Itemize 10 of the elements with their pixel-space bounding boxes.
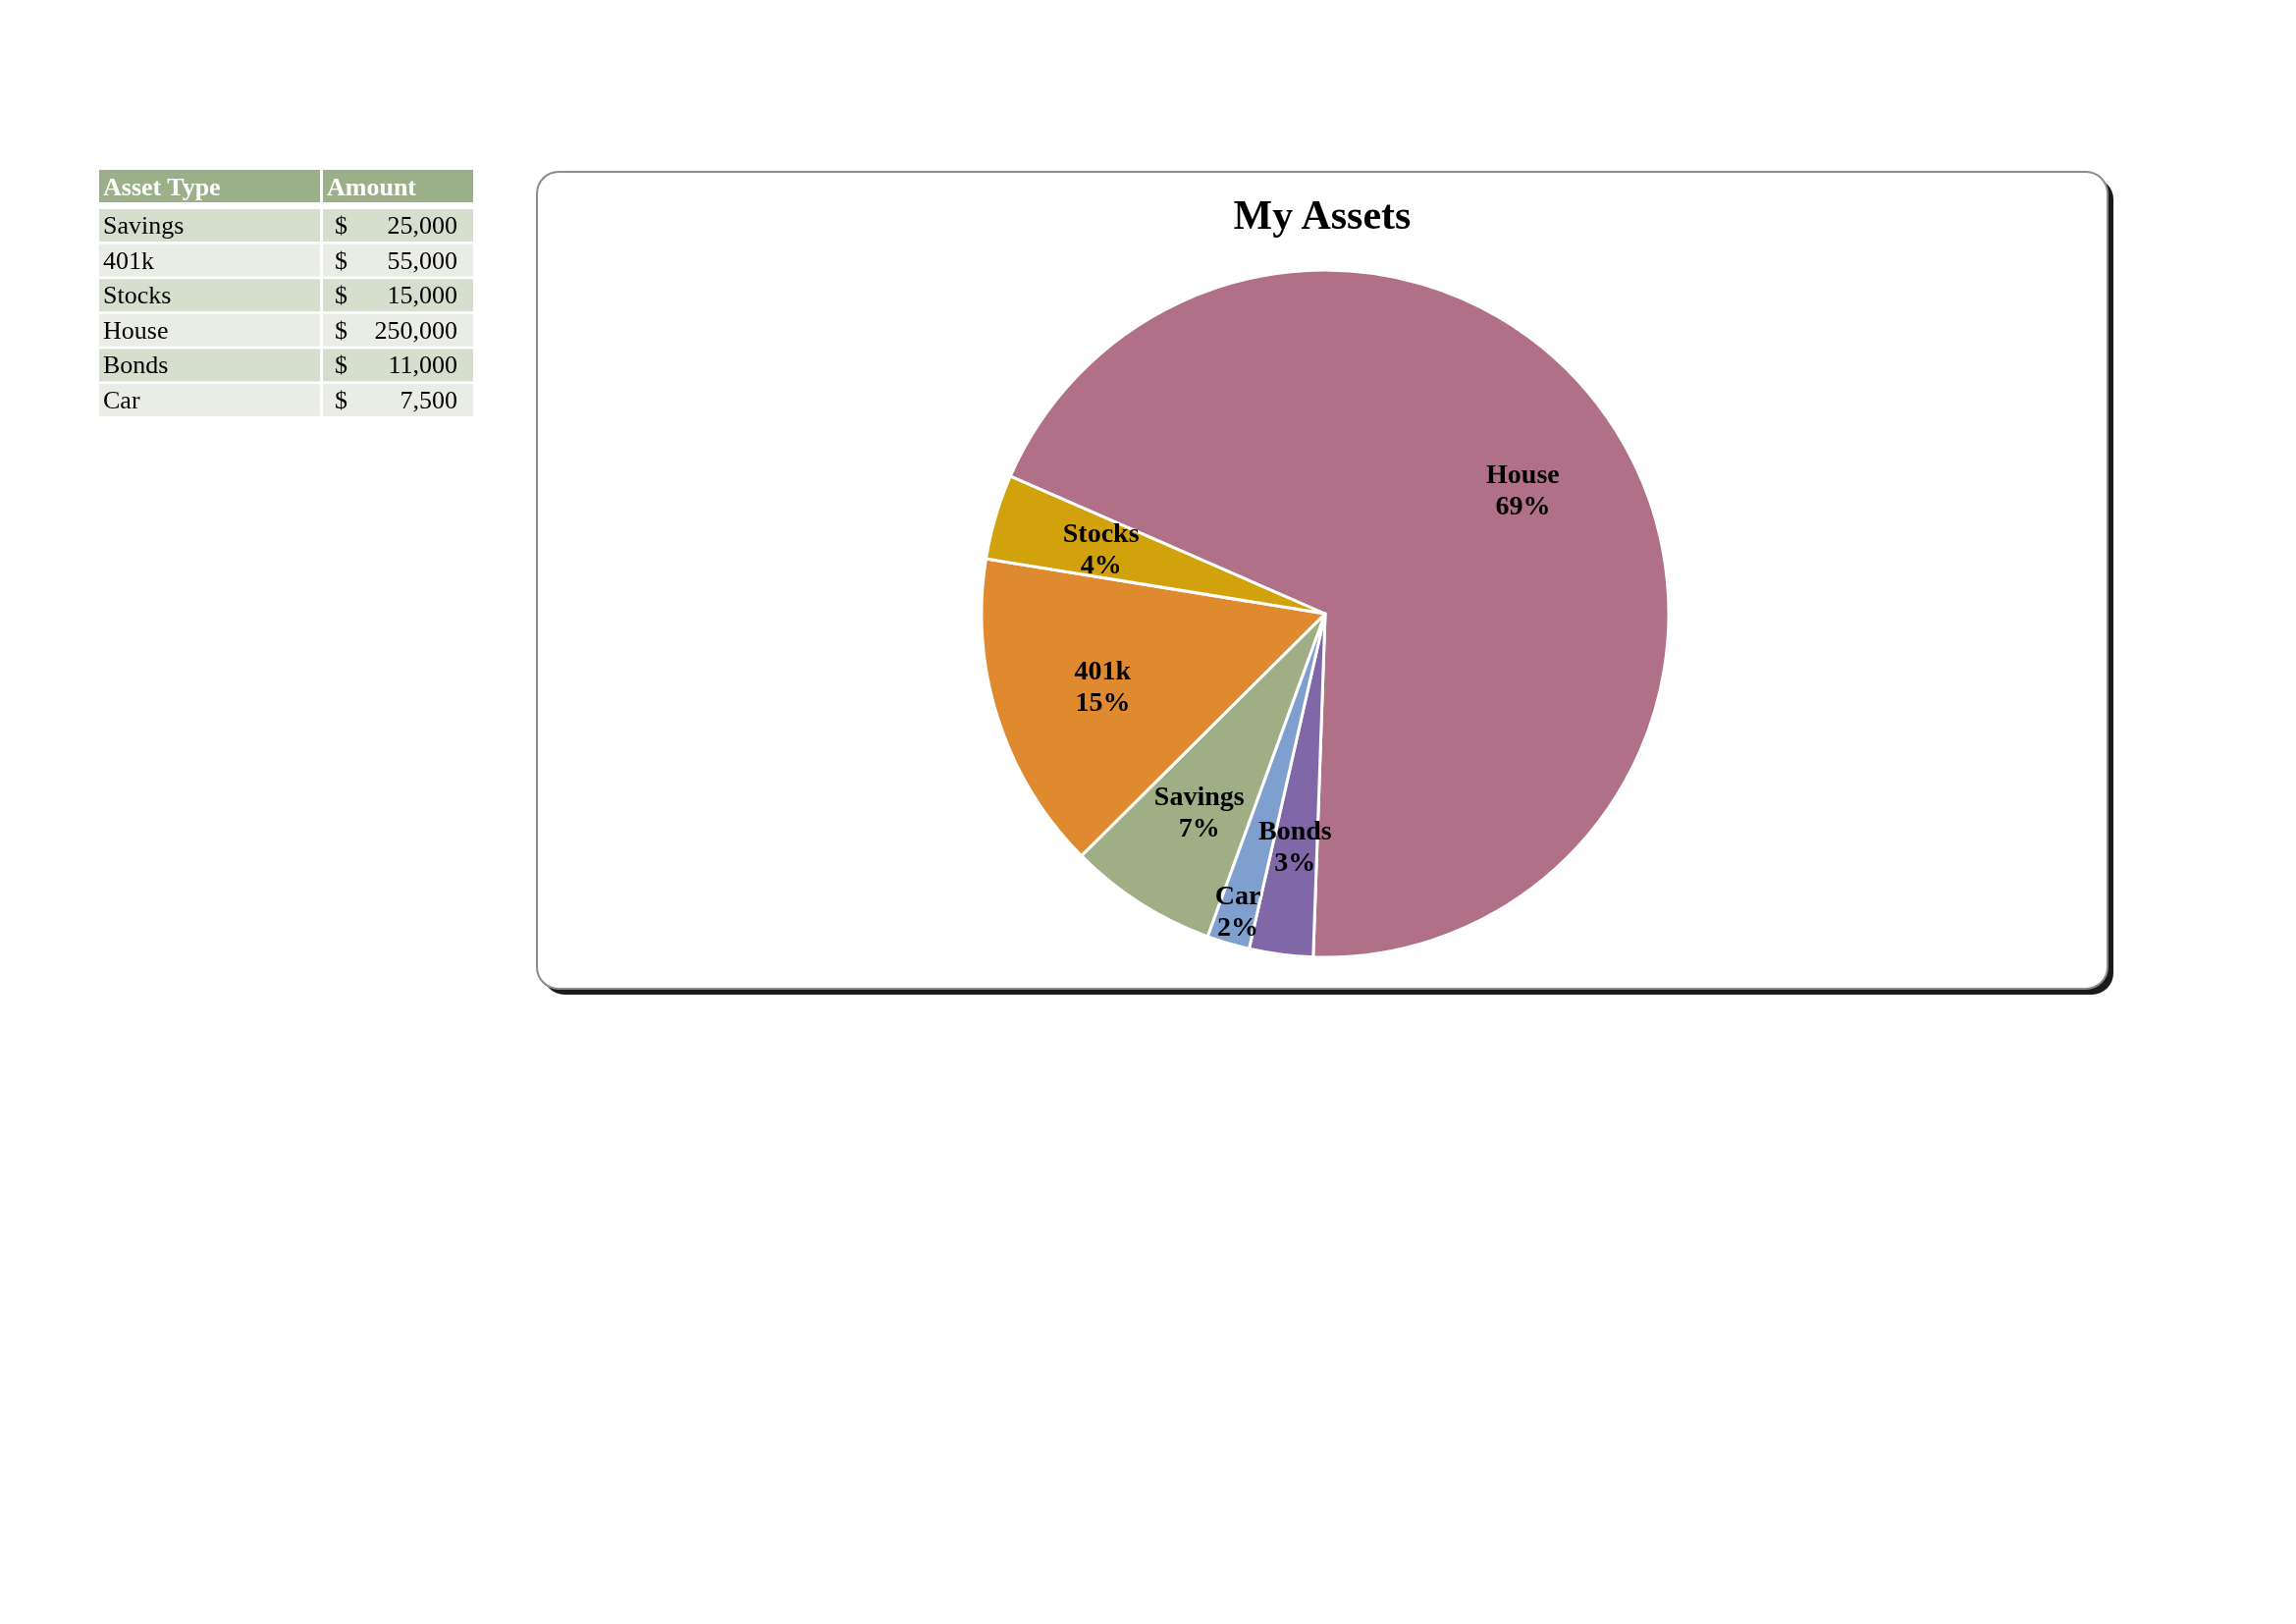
slice-label: House xyxy=(1486,459,1560,490)
data-label: 7% xyxy=(1178,811,1220,842)
chart-title: My Assets xyxy=(1233,192,1412,238)
data-label: 15% xyxy=(1075,685,1131,717)
slice-label: Savings xyxy=(1153,780,1245,811)
slice-label: Stocks xyxy=(1062,516,1140,548)
data-label: 69% xyxy=(1495,490,1551,521)
slice-label: 401k xyxy=(1074,654,1132,685)
data-label: 4% xyxy=(1080,548,1122,579)
data-label: 3% xyxy=(1274,846,1316,878)
